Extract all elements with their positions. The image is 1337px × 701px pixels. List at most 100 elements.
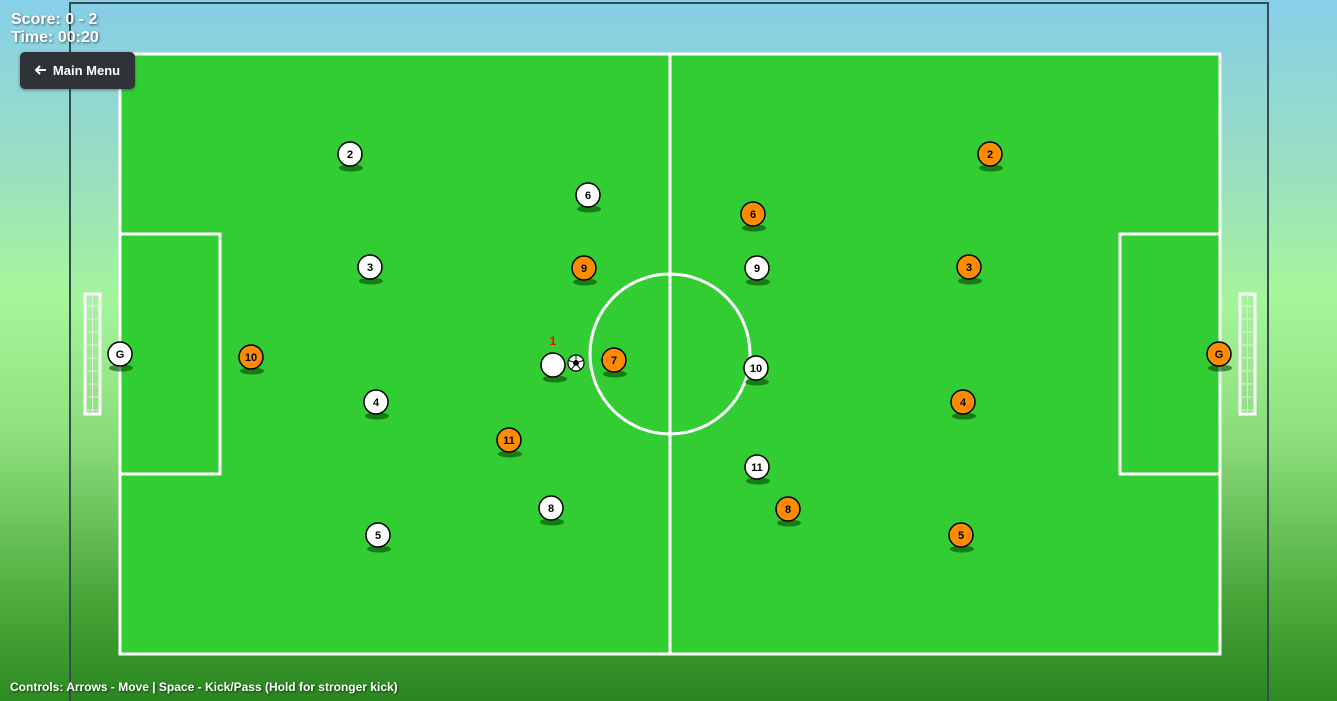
player-away-3: 3 bbox=[956, 254, 982, 285]
player-token bbox=[357, 254, 383, 280]
player-number: 2 bbox=[347, 149, 353, 161]
player-home-8: 8 bbox=[538, 495, 564, 526]
player-number: 6 bbox=[750, 209, 756, 221]
player-away-9: 9 bbox=[571, 255, 597, 286]
player-token bbox=[1206, 341, 1232, 367]
player-token bbox=[571, 255, 597, 281]
right-goal bbox=[1238, 292, 1257, 416]
player-shadow bbox=[952, 412, 976, 420]
player-number: G bbox=[1215, 349, 1224, 361]
player-away-8: 8 bbox=[775, 496, 801, 527]
player-number: 4 bbox=[373, 397, 380, 409]
player-home-6: 6 bbox=[575, 182, 601, 213]
player-shadow bbox=[577, 205, 601, 213]
player-token bbox=[363, 389, 389, 415]
score-label: Score: bbox=[11, 11, 61, 28]
player-number: G bbox=[116, 349, 125, 361]
main-menu-button[interactable]: Main Menu bbox=[20, 52, 135, 89]
player-number: 7 bbox=[611, 355, 617, 367]
player-home-4: 4 bbox=[363, 389, 389, 420]
left-arrow-icon bbox=[34, 63, 47, 78]
player-token bbox=[977, 141, 1003, 167]
player-number: 4 bbox=[960, 397, 967, 409]
player-token bbox=[740, 201, 766, 227]
score-display: Score: 0 - 2 bbox=[11, 11, 97, 29]
player-home-G: G bbox=[107, 341, 133, 372]
player-token bbox=[775, 496, 801, 522]
player-home-9: 9 bbox=[744, 255, 770, 286]
player-shadow bbox=[359, 277, 383, 285]
player-shadow bbox=[746, 278, 770, 286]
active-player-indicator: 1 bbox=[550, 334, 557, 348]
center-circle bbox=[588, 272, 752, 436]
player-token bbox=[540, 352, 566, 378]
player-away-4: 4 bbox=[950, 389, 976, 420]
time-display: Time: 00:20 bbox=[11, 29, 99, 47]
player-shadow bbox=[742, 224, 766, 232]
player-token bbox=[496, 427, 522, 453]
player-token bbox=[743, 355, 769, 381]
player-token bbox=[744, 454, 770, 480]
player-token bbox=[575, 182, 601, 208]
player-shadow bbox=[498, 450, 522, 458]
player-token bbox=[744, 255, 770, 281]
player-away-5: 5 bbox=[948, 522, 974, 553]
player-home-2: 2 bbox=[337, 141, 363, 172]
player-token bbox=[956, 254, 982, 280]
player-shadow bbox=[339, 164, 363, 172]
player-number: 11 bbox=[503, 435, 515, 447]
goals bbox=[83, 292, 1257, 416]
player-number: 6 bbox=[585, 190, 591, 202]
pitch-markings bbox=[118, 52, 1222, 656]
player-home-11: 11 bbox=[744, 454, 770, 485]
player-number: 9 bbox=[581, 263, 587, 275]
player-number: 8 bbox=[785, 504, 791, 516]
player-token bbox=[538, 495, 564, 521]
player-home-3: 3 bbox=[357, 254, 383, 285]
player-shadow bbox=[543, 375, 567, 383]
player-shadow bbox=[950, 545, 974, 553]
player-token bbox=[365, 522, 391, 548]
player-shadow bbox=[979, 164, 1003, 172]
player-number: 3 bbox=[367, 262, 373, 274]
player-shadow bbox=[540, 518, 564, 526]
player-shadow bbox=[1208, 364, 1232, 372]
ball-layer bbox=[567, 354, 585, 372]
player-number: 8 bbox=[548, 503, 554, 515]
player-away-2: 2 bbox=[977, 141, 1003, 172]
player-token bbox=[950, 389, 976, 415]
player-token bbox=[948, 522, 974, 548]
player-number: 11 bbox=[751, 462, 763, 474]
player-token bbox=[337, 141, 363, 167]
player-number: 9 bbox=[754, 263, 760, 275]
player-number: 2 bbox=[987, 149, 993, 161]
player-shadow bbox=[240, 367, 264, 375]
player-shadow bbox=[745, 378, 769, 386]
controlled-player: 1 bbox=[540, 334, 567, 383]
left-goal bbox=[83, 292, 102, 416]
player-away-6: 6 bbox=[740, 201, 766, 232]
player-shadow bbox=[367, 545, 391, 553]
player-shadow bbox=[365, 412, 389, 420]
player-token bbox=[601, 347, 627, 373]
player-away-G: G bbox=[1206, 341, 1232, 372]
player-number: 5 bbox=[375, 530, 381, 542]
time-value: 00:20 bbox=[57, 29, 99, 46]
player-shadow bbox=[109, 364, 133, 372]
player-away-10: 10 bbox=[238, 344, 264, 375]
player-shadow bbox=[746, 477, 770, 485]
player-number: 5 bbox=[958, 530, 964, 542]
player-token bbox=[238, 344, 264, 370]
player-away-7: 7 bbox=[601, 347, 627, 378]
player-shadow bbox=[573, 278, 597, 286]
player-number: 3 bbox=[966, 262, 972, 274]
player-away-11: 11 bbox=[496, 427, 522, 458]
player-home-5: 5 bbox=[365, 522, 391, 553]
player-token bbox=[107, 341, 133, 367]
score-value: 0 - 2 bbox=[65, 11, 98, 28]
player-shadow bbox=[777, 519, 801, 527]
controls-hint: Controls: Arrows - Move | Space - Kick/P… bbox=[10, 680, 398, 694]
player-shadow bbox=[603, 370, 627, 378]
